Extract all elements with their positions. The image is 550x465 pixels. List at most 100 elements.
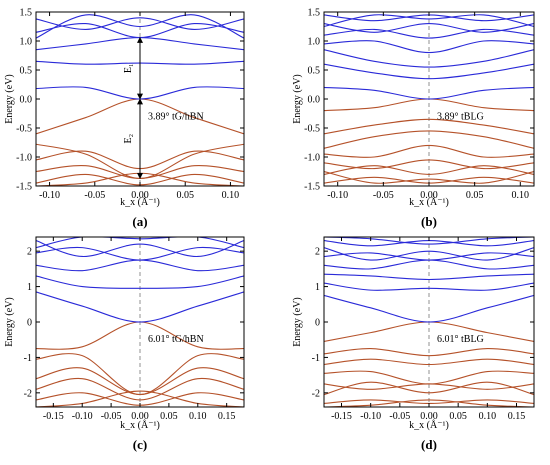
x-axis-label: k_x (Å⁻¹) <box>409 196 449 208</box>
panel-annotation: 3.89° tG/hBN <box>148 111 204 122</box>
valence-band-line <box>324 358 534 366</box>
y-tick-label: 0 <box>27 318 32 329</box>
x-tick-label: -0.05 <box>373 190 394 201</box>
conduction-band-line <box>36 17 244 30</box>
x-axis-label: k_x (Å⁻¹) <box>120 196 160 208</box>
conduction-band-line <box>324 23 534 33</box>
panel-annotation: 3.89° tBLG <box>437 111 484 122</box>
valence-band-line <box>324 165 534 175</box>
conduction-band-line <box>36 240 244 258</box>
valence-band-line <box>324 144 534 158</box>
x-tick-label: 0.15 <box>218 411 236 422</box>
y-tick-label: 1.5 <box>20 8 33 19</box>
conduction-band-line <box>324 252 534 261</box>
valence-band-line <box>36 390 244 407</box>
y-tick-label: 1 <box>315 282 320 293</box>
conduction-band-line <box>324 86 534 100</box>
bands-group <box>36 237 244 407</box>
x-tick-label: -0.15 <box>331 411 352 422</box>
y-tick-label: -2 <box>24 388 32 399</box>
x-tick-label: -0.10 <box>72 411 93 422</box>
y-tick-label: -2 <box>312 388 320 399</box>
x-tick-label: -0.05 <box>101 411 122 422</box>
panel-label: (c) <box>133 437 147 452</box>
y-tick-label: 0.0 <box>20 95 33 106</box>
x-tick-label: -0.05 <box>389 411 410 422</box>
x-tick-label: 0.00 <box>131 190 149 201</box>
chart-panel-b: -0.10 -0.05 0.00 0.05 0.10 -1.5 -1.0 -0.5 0.0 0.5… <box>292 8 535 229</box>
conduction-band-line <box>324 273 534 281</box>
y-tick-label: 0.5 <box>20 66 33 77</box>
y-tick-label: 1.5 <box>308 8 321 19</box>
x-tick-label: 0.00 <box>420 190 438 201</box>
valence-band-line <box>36 367 244 396</box>
valence-band-line <box>324 130 534 149</box>
panel-label: (a) <box>132 214 147 229</box>
conduction-band-line <box>324 294 534 323</box>
x-tick-label: -0.10 <box>327 190 348 201</box>
y-tick-label: -1 <box>312 353 320 364</box>
x-tick-label: 0.05 <box>160 411 178 422</box>
conduction-band-line <box>36 291 244 323</box>
x-tick-label: 0.10 <box>189 411 207 422</box>
x-tick-label: 0.05 <box>176 190 194 201</box>
y-tick-label: 1.0 <box>308 37 321 48</box>
x-tick-label: -0.10 <box>39 190 60 201</box>
valence-band-line <box>324 118 534 135</box>
x-tick-label: -0.10 <box>360 411 381 422</box>
y-tick-label: 1 <box>27 282 32 293</box>
x-tick-label: 0.10 <box>479 411 497 422</box>
y-tick-label: 0.5 <box>308 66 321 77</box>
y-tick-label: -1 <box>24 353 32 364</box>
gap-arrow-label: E₂ <box>123 134 134 144</box>
conduction-band-line <box>324 63 534 80</box>
x-axis-label: k_x (Å⁻¹) <box>120 419 160 431</box>
conduction-band-line <box>324 40 534 54</box>
conduction-band-line <box>324 14 534 28</box>
x-tick-label: -0.05 <box>84 190 105 201</box>
chart-panel-a: -0.10 -0.05 0.00 0.05 0.10 -1.5 -1.0 -0.5 0.0 0.5… <box>4 8 245 229</box>
y-tick-label: -0.5 <box>16 124 32 135</box>
x-tick-label: 0.15 <box>508 411 526 422</box>
y-tick-label: -1.5 <box>304 182 320 193</box>
y-tick-label: -0.5 <box>304 124 320 135</box>
x-tick-label: 0.05 <box>466 190 484 201</box>
conduction-band-line <box>36 14 244 39</box>
valence-band-line <box>324 381 534 396</box>
y-axis-label: Energy (eV) <box>292 74 303 124</box>
gap-arrow-label: E₁ <box>123 63 134 73</box>
x-tick-label: 0.10 <box>512 190 530 201</box>
conduction-band-line <box>324 247 534 261</box>
valence-band-line <box>324 399 534 407</box>
x-axis-label: k_x (Å⁻¹) <box>409 419 449 431</box>
y-axis-label: Energy (eV) <box>4 297 15 347</box>
panel-label: (d) <box>421 437 437 452</box>
conduction-band-line <box>324 237 534 245</box>
y-tick-label: 0 <box>315 318 320 329</box>
y-axis-label: Energy (eV) <box>292 297 303 347</box>
panel-annotation: 6.01° tG/hBN <box>148 334 204 345</box>
conduction-band-line <box>324 282 534 291</box>
panel-label: (b) <box>421 214 437 229</box>
bands-group <box>324 12 534 186</box>
x-tick-label: 0.00 <box>131 411 149 422</box>
valence-band-line <box>36 377 244 401</box>
conduction-band-line <box>36 275 244 289</box>
valence-band-line <box>324 383 534 390</box>
panel-annotation: 6.01° tBLG <box>437 334 484 345</box>
y-tick-label: -1.0 <box>16 153 32 164</box>
conduction-band-line <box>36 246 244 261</box>
x-tick-label: 0.00 <box>420 411 438 422</box>
y-axis-label: Energy (eV) <box>4 74 15 124</box>
y-tick-label: -1.5 <box>16 182 32 193</box>
valence-band-line <box>324 170 534 184</box>
y-tick-label: -1.0 <box>304 153 320 164</box>
y-tick-label: 2 <box>27 247 32 258</box>
x-tick-label: 0.05 <box>449 411 467 422</box>
chart-panel-c: -0.15 -0.10 -0.05 0.00 0.05 0.10 0.15 -2 -1 0 1 2 k_… <box>4 236 245 452</box>
x-tick-label: 0.10 <box>222 190 240 201</box>
y-tick-label: 0.0 <box>308 95 321 106</box>
y-tick-label: 2 <box>315 247 320 258</box>
y-tick-label: 1.0 <box>20 37 33 48</box>
